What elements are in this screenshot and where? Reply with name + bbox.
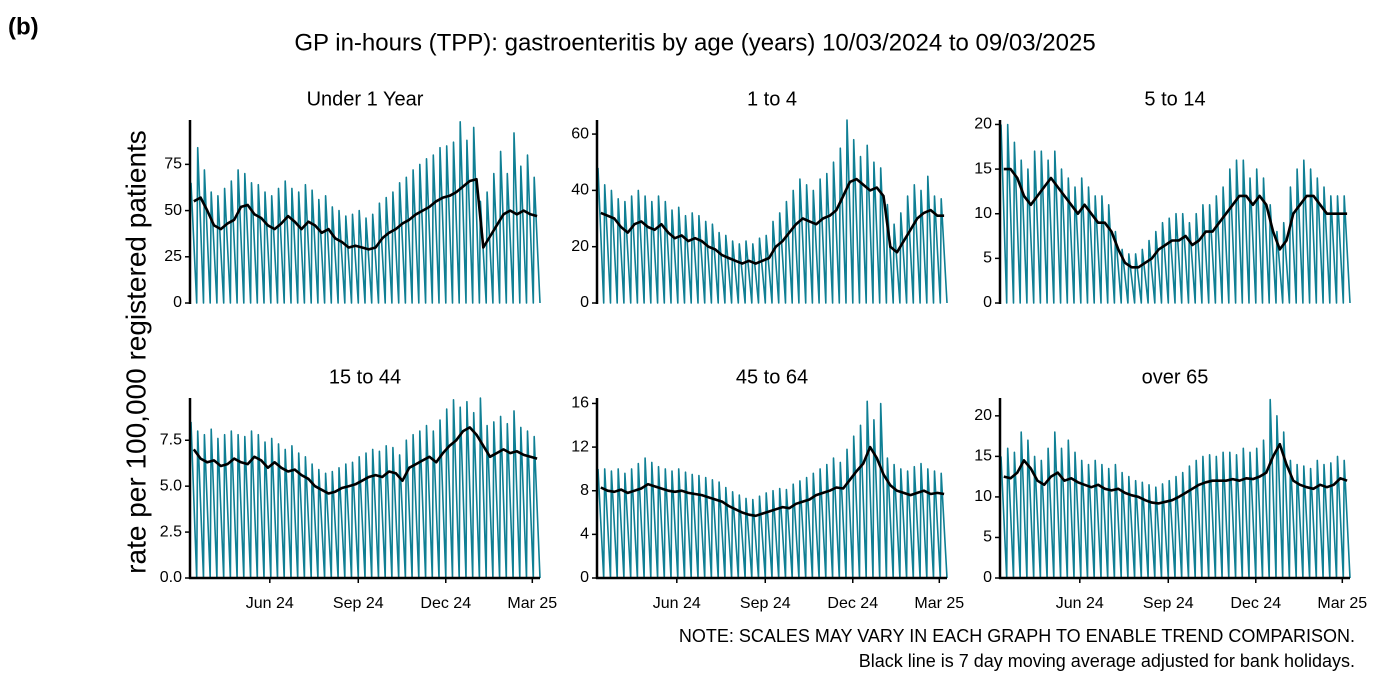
panel-title: 15 to 44 (329, 366, 401, 388)
y-tick-label: 10 (974, 488, 992, 505)
x-tick-label: Jun 24 (1056, 595, 1104, 612)
x-tick-label: Mar 25 (507, 595, 557, 612)
y-tick-label: 8 (580, 482, 589, 499)
y-tick-label: 7.5 (160, 431, 182, 448)
x-tick-label: Sep 24 (740, 595, 791, 612)
panel-title: 1 to 4 (747, 88, 797, 110)
daily-line (597, 119, 948, 304)
y-tick-label: 15 (974, 448, 992, 465)
y-tick-label: 4 (580, 526, 589, 543)
moving-average-line (193, 177, 538, 251)
y-tick-label: 5.0 (160, 477, 182, 494)
chart-title: GP in-hours (TPP): gastroenteritis by ag… (294, 29, 1095, 56)
note: NOTE: SCALES MAY VARY IN EACH GRAPH TO E… (679, 626, 1355, 646)
y-tick-label: 10 (974, 205, 992, 222)
y-tick-label: 20 (974, 407, 992, 424)
moving-average-line (1003, 167, 1348, 269)
y-tick-label: 0 (580, 569, 589, 586)
panel-label: (b) (8, 13, 39, 40)
moving-average-line (600, 177, 945, 265)
y-tick-label: 0.0 (160, 569, 182, 586)
y-tick-label: 20 (571, 238, 589, 255)
x-tick-label: Dec 24 (827, 595, 878, 612)
daily-line (190, 397, 541, 579)
y-axis-label: rate per 100,000 registered patients (120, 130, 151, 574)
y-tick-label: 0 (983, 569, 992, 586)
moving-average-line (192, 426, 538, 495)
x-tick-label: Mar 25 (1317, 595, 1367, 612)
x-tick-label: Jun 24 (246, 595, 294, 612)
panel-title: 5 to 14 (1144, 88, 1205, 110)
y-tick-label: 0 (983, 294, 992, 311)
x-tick-label: Dec 24 (420, 595, 471, 612)
y-tick-label: 60 (571, 125, 589, 142)
x-tick-label: Sep 24 (1143, 595, 1194, 612)
x-tick-label: Sep 24 (333, 595, 384, 612)
x-tick-label: Jun 24 (653, 595, 701, 612)
moving-average-line (600, 445, 945, 518)
y-tick-label: 25 (164, 248, 182, 265)
panel-title: Under 1 Year (307, 88, 424, 110)
y-tick-label: 16 (571, 395, 589, 412)
y-tick-label: 15 (974, 160, 992, 177)
daily-line (190, 121, 541, 304)
y-tick-label: 5 (983, 529, 992, 546)
x-tick-label: Dec 24 (1230, 595, 1281, 612)
x-tick-label: Mar 25 (914, 595, 964, 612)
moving-average-line (1003, 442, 1348, 505)
y-tick-label: 5 (983, 250, 992, 267)
panel-title: over 65 (1142, 366, 1209, 388)
panel-title: 45 to 64 (736, 366, 808, 388)
y-tick-label: 40 (571, 182, 589, 199)
y-tick-label: 12 (571, 438, 589, 455)
daily-line (1000, 398, 1351, 579)
y-tick-label: 0 (173, 294, 182, 311)
y-tick-label: 2.5 (160, 523, 182, 540)
daily-line (1000, 123, 1351, 304)
note: Black line is 7 day moving average adjus… (859, 651, 1355, 671)
y-tick-label: 0 (580, 294, 589, 311)
y-tick-label: 75 (164, 156, 182, 173)
y-tick-label: 50 (164, 202, 182, 219)
y-tick-label: 20 (974, 116, 992, 133)
